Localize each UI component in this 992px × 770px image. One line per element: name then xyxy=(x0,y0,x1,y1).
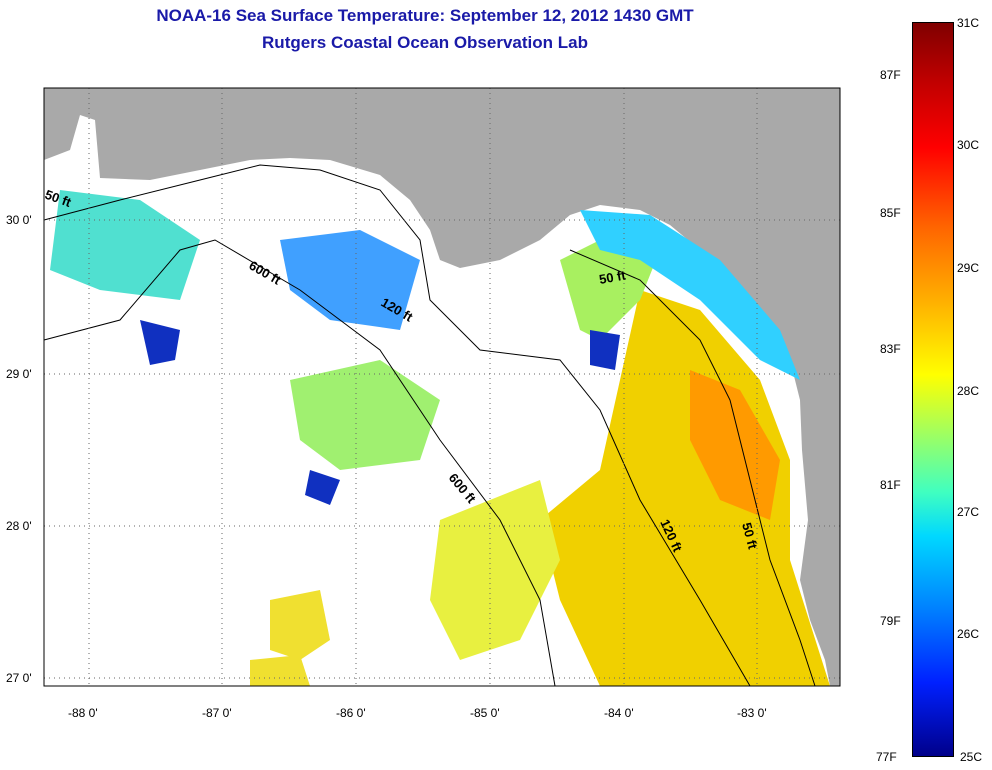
contour-label: 50 ft xyxy=(739,521,761,551)
colorbar-celsius-label: 30C xyxy=(957,138,980,152)
lat-tick: 30 0' xyxy=(6,213,32,227)
lat-tick: 29 0' xyxy=(6,367,32,381)
colorbar-celsius-label: 27C xyxy=(957,505,980,519)
sst-data xyxy=(50,190,830,686)
lon-tick: -88 0' xyxy=(68,706,98,720)
map-title: NOAA-16 Sea Surface Temperature: Septemb… xyxy=(156,6,694,25)
colorbar-fahrenheit-label: 83F xyxy=(880,342,901,356)
colorbar-fahrenheit-label: 81F xyxy=(880,478,901,492)
colorbar-fahrenheit-label: 79F xyxy=(880,614,901,628)
lon-tick: -83 0' xyxy=(737,706,767,720)
bathymetry-contours xyxy=(43,164,816,687)
colorbar-celsius-label: 26C xyxy=(957,627,980,641)
colorbar-celsius-label: 31C xyxy=(957,16,980,30)
colorbar-fahrenheit-label: 85F xyxy=(880,206,901,220)
lat-tick: 28 0' xyxy=(6,519,32,533)
contour-50ft xyxy=(569,249,816,687)
colorbar-celsius-label: 28C xyxy=(957,384,980,398)
map-border xyxy=(43,87,841,687)
contour-label: 50 ft xyxy=(598,267,628,287)
lon-tick: -86 0' xyxy=(336,706,366,720)
lon-tick: -87 0' xyxy=(202,706,232,720)
colorbar-fahrenheit-label: 87F xyxy=(880,68,901,82)
lon-tick: -85 0' xyxy=(470,706,500,720)
colorbar-celsius-label: 25C xyxy=(960,750,983,764)
colorbar-celsius-label: 29C xyxy=(957,261,980,275)
map-subtitle: Rutgers Coastal Ocean Observation Lab xyxy=(262,33,588,52)
temperature-colorbar xyxy=(912,22,954,757)
contour-120ft xyxy=(43,164,751,687)
lat-tick: 27 0' xyxy=(6,671,32,685)
colorbar-fahrenheit-label: 77F xyxy=(876,750,897,764)
land-area xyxy=(44,88,840,686)
lon-tick: -84 0' xyxy=(604,706,634,720)
contour-600ft xyxy=(43,239,556,687)
